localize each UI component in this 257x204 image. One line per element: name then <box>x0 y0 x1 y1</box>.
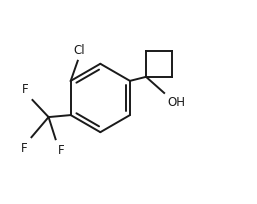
Text: OH: OH <box>167 96 185 109</box>
Text: F: F <box>22 83 29 96</box>
Text: Cl: Cl <box>73 44 85 57</box>
Text: F: F <box>21 142 27 155</box>
Text: F: F <box>58 144 64 157</box>
